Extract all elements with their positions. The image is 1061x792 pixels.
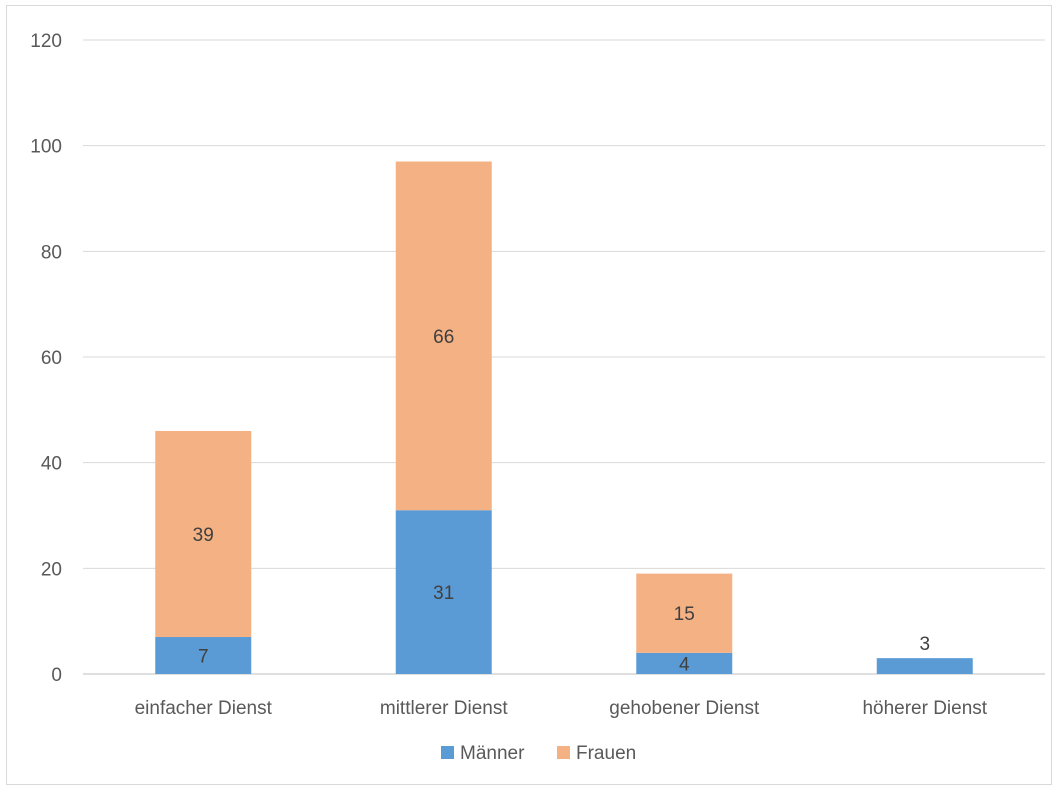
y-tick-label: 60 (41, 348, 62, 369)
data-label: 7 (198, 647, 209, 668)
y-axis: 0 20 40 60 80 100 120 (30, 31, 62, 686)
y-tick-label: 20 (41, 559, 62, 580)
x-tick-label: höherer Dienst (862, 698, 987, 719)
x-tick-label: gehobener Dienst (609, 698, 760, 719)
data-label: 31 (433, 583, 454, 604)
y-tick-label: 40 (41, 454, 62, 475)
legend-swatch (557, 746, 570, 759)
x-axis: einfacher Dienst mittlerer Dienst gehobene… (135, 698, 988, 719)
data-label: 39 (193, 525, 214, 546)
data-label: 4 (679, 654, 690, 675)
y-tick-label: 120 (30, 31, 62, 52)
y-tick-label: 0 (51, 665, 62, 686)
bar-m-nner (876, 658, 973, 674)
legend-label: Frauen (576, 743, 636, 764)
bar-frauen (155, 430, 252, 638)
legend-label: Männer (460, 743, 525, 764)
bar-m-nner (155, 637, 252, 674)
x-tick-label: einfacher Dienst (135, 698, 273, 719)
legend-swatch (441, 746, 454, 759)
y-tick-label: 100 (30, 137, 62, 158)
bars (155, 161, 973, 674)
y-tick-label: 80 (41, 242, 62, 263)
data-labels: 7 39 31 66 4 15 3 (193, 327, 930, 676)
legend: Männer Frauen (441, 743, 636, 764)
x-tick-label: mittlerer Dienst (380, 698, 508, 719)
bar-frauen (636, 573, 733, 653)
data-label: 15 (674, 604, 695, 625)
data-label: 66 (433, 327, 454, 348)
bar-frauen (395, 161, 492, 511)
bar-m-nner (395, 510, 492, 674)
bar-m-nner (636, 652, 733, 674)
data-label: 3 (919, 634, 930, 655)
